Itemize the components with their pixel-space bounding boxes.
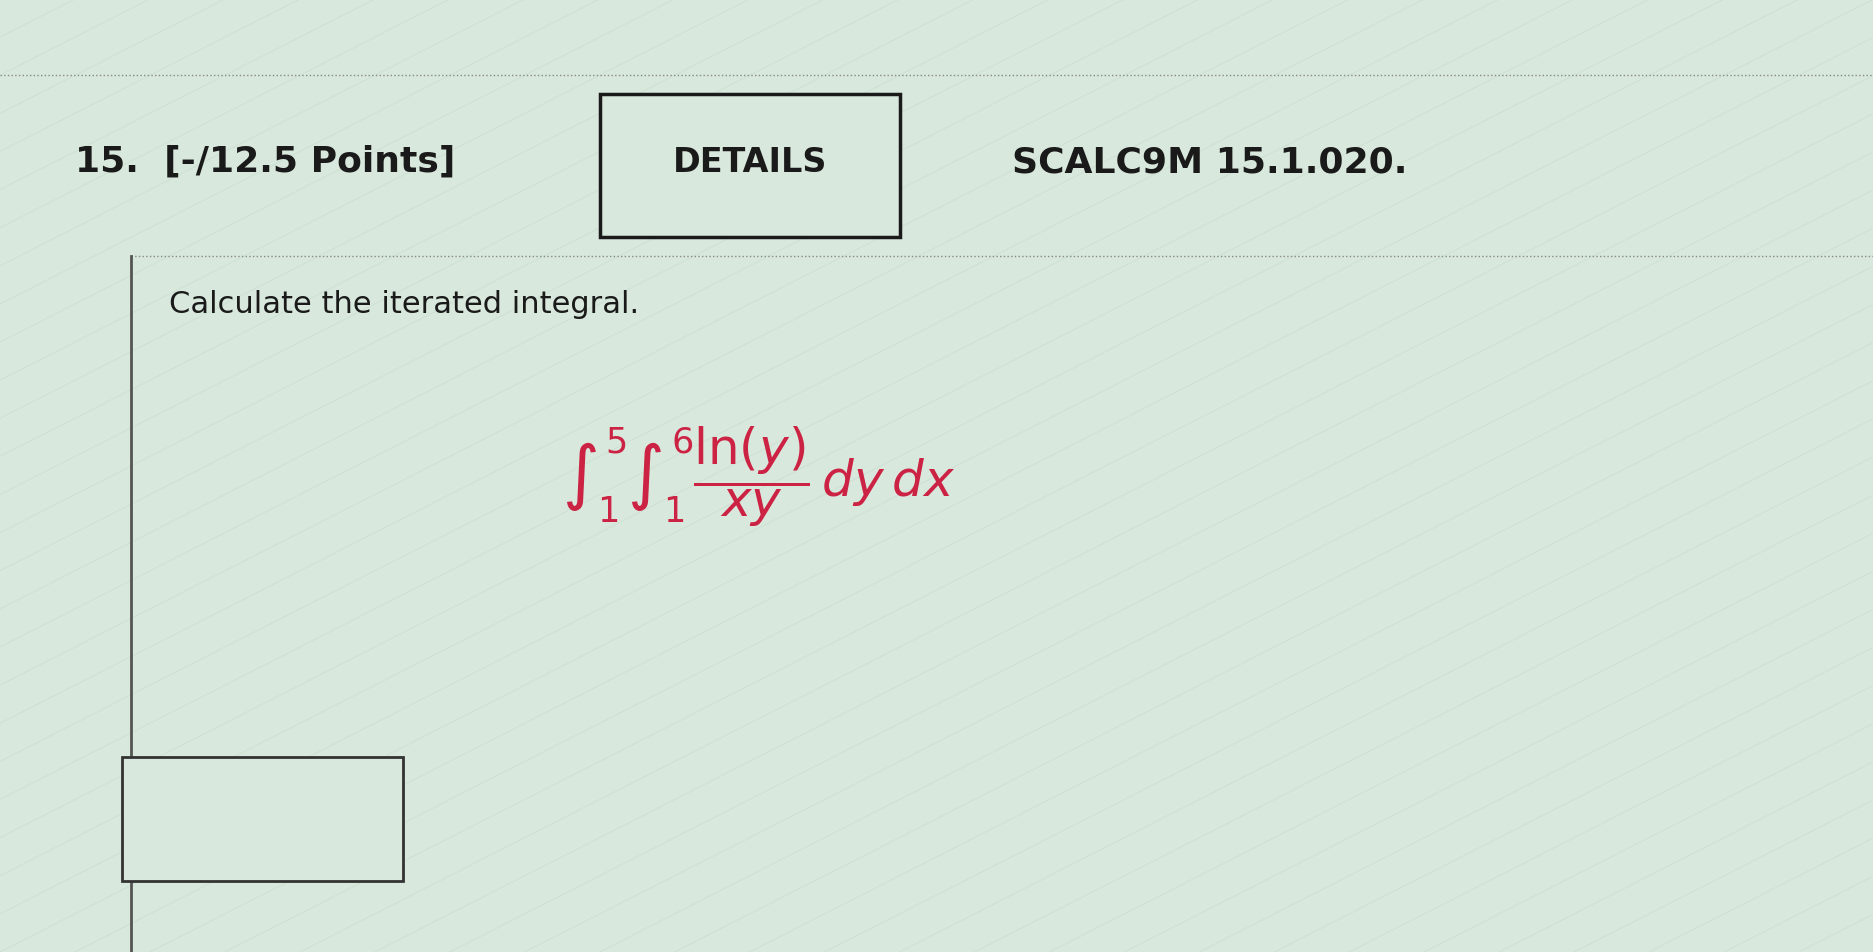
- Text: $\int_{1}^{5}\int_{1}^{6}\dfrac{\ln(y)}{xy}\,dy\,dx$: $\int_{1}^{5}\int_{1}^{6}\dfrac{\ln(y)}{…: [562, 424, 955, 528]
- Text: SCALC9M 15.1.020.: SCALC9M 15.1.020.: [1011, 145, 1407, 179]
- Text: DETAILS: DETAILS: [672, 146, 826, 178]
- FancyBboxPatch shape: [599, 95, 899, 238]
- Text: 15.  [-/12.5 Points]: 15. [-/12.5 Points]: [75, 145, 455, 179]
- Text: Calculate the iterated integral.: Calculate the iterated integral.: [169, 290, 639, 319]
- FancyBboxPatch shape: [122, 757, 403, 881]
